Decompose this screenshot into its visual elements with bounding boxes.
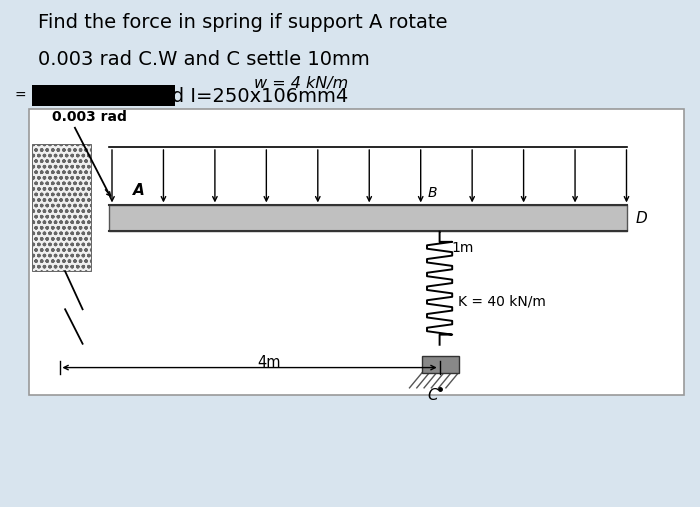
Text: B: B: [428, 186, 438, 200]
Text: E=200GPa and I=250x106mm4: E=200GPa and I=250x106mm4: [38, 87, 349, 105]
Text: 4m: 4m: [258, 355, 281, 370]
Text: 1m: 1m: [452, 241, 474, 256]
Text: w = 4 kN/m: w = 4 kN/m: [254, 76, 348, 91]
Bar: [32, 85, 175, 106]
Text: =: =: [15, 89, 27, 103]
Text: K = 40 kN/m: K = 40 kN/m: [458, 295, 547, 309]
Text: C: C: [427, 388, 438, 403]
Text: D: D: [636, 210, 648, 226]
Bar: [422, 356, 458, 373]
Bar: [32, 144, 91, 271]
Bar: [108, 205, 626, 231]
Text: 0.003 rad: 0.003 rad: [52, 110, 127, 124]
Text: 0.003 rad C.W and C settle 10mm: 0.003 rad C.W and C settle 10mm: [38, 50, 370, 68]
Text: Find the force in spring if support A rotate: Find the force in spring if support A ro…: [38, 13, 448, 31]
Bar: [29, 109, 684, 395]
Text: A: A: [133, 183, 144, 198]
